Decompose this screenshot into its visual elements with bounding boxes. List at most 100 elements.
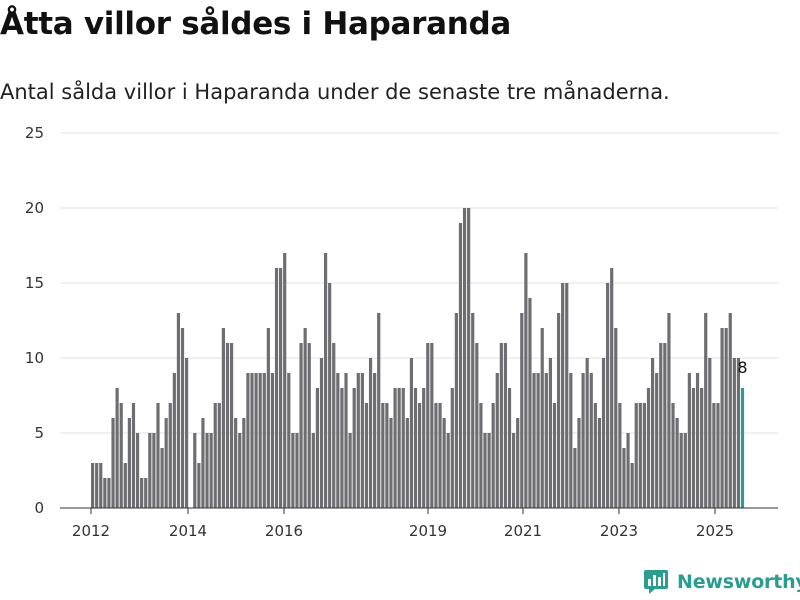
- brand: Newsworthy: [644, 570, 800, 594]
- bar: [144, 478, 147, 508]
- bar: [520, 313, 523, 508]
- x-tick-label: 2023: [600, 522, 638, 540]
- bar: [222, 328, 225, 508]
- bar: [402, 388, 405, 508]
- bar: [708, 358, 711, 508]
- bar: [455, 313, 458, 508]
- bar: [537, 373, 540, 508]
- bar: [287, 373, 290, 508]
- bar: [443, 418, 446, 508]
- bar: [173, 373, 176, 508]
- bar: [275, 268, 278, 508]
- x-tick-label: 2014: [169, 522, 207, 540]
- bar: [132, 403, 135, 508]
- bar: [430, 343, 433, 508]
- bar: [671, 403, 674, 508]
- bar: [467, 208, 470, 508]
- bar: [156, 403, 159, 508]
- bar: [324, 253, 327, 508]
- bar: [336, 373, 339, 508]
- bar: [349, 433, 352, 508]
- y-tick-label: 15: [25, 274, 44, 292]
- bar: [234, 418, 237, 508]
- bar: [459, 223, 462, 508]
- bar: [304, 328, 307, 508]
- bar: [410, 358, 413, 508]
- bar: [577, 418, 580, 508]
- bar: [398, 388, 401, 508]
- bar: [434, 403, 437, 508]
- bar: [447, 433, 450, 508]
- bar: [667, 313, 670, 508]
- bar: [283, 253, 286, 508]
- bar: [569, 373, 572, 508]
- bar: [124, 463, 127, 508]
- bar: [639, 403, 642, 508]
- bar: [340, 388, 343, 508]
- bar: [193, 433, 196, 508]
- bar: [312, 433, 315, 508]
- bar: [246, 373, 249, 508]
- bar: [483, 433, 486, 508]
- bar: [242, 418, 245, 508]
- highlight-data-label: 8: [737, 358, 747, 377]
- bar: [512, 433, 515, 508]
- newsworthy-logo-icon: [644, 570, 668, 594]
- bar: [230, 343, 233, 508]
- bar: [271, 373, 274, 508]
- x-tick-label: 2012: [72, 522, 110, 540]
- bar: [107, 478, 110, 508]
- bar: [377, 313, 380, 508]
- bar: [279, 268, 282, 508]
- x-tick-label: 2021: [504, 522, 542, 540]
- bar: [492, 403, 495, 508]
- bar: [618, 403, 621, 508]
- brand-name: Newsworthy: [677, 571, 800, 593]
- bar: [381, 403, 384, 508]
- bar: [99, 463, 102, 508]
- bar: [418, 403, 421, 508]
- bar: [291, 433, 294, 508]
- bar: [299, 343, 302, 508]
- x-tick-label: 2019: [409, 522, 447, 540]
- x-tick-label: 2016: [265, 522, 303, 540]
- bar: [716, 403, 719, 508]
- bar: [259, 373, 262, 508]
- bar: [643, 403, 646, 508]
- bar: [487, 433, 490, 508]
- bar: [320, 358, 323, 508]
- bar: [496, 373, 499, 508]
- bar: [393, 388, 396, 508]
- bar: [353, 388, 356, 508]
- bar: [136, 433, 139, 508]
- bar: [128, 418, 131, 508]
- bar: [369, 358, 372, 508]
- bar: [561, 283, 564, 508]
- bar: [255, 373, 258, 508]
- bar: [700, 388, 703, 508]
- bar: [238, 433, 241, 508]
- bar: [181, 328, 184, 508]
- bar: [463, 208, 466, 508]
- bar: [185, 358, 188, 508]
- bar: [103, 478, 106, 508]
- bar: [316, 388, 319, 508]
- bar: [475, 343, 478, 508]
- bar: [451, 388, 454, 508]
- bar: [308, 343, 311, 508]
- bar: [218, 403, 221, 508]
- bar: [365, 403, 368, 508]
- y-tick-label: 10: [25, 349, 44, 367]
- bar: [160, 448, 163, 508]
- bar: [426, 343, 429, 508]
- bar: [725, 328, 728, 508]
- bar: [704, 313, 707, 508]
- chart-title: Åtta villor såldes i Haparanda: [0, 6, 511, 42]
- bar: [148, 433, 151, 508]
- bar: [524, 253, 527, 508]
- x-tick-label: 2025: [696, 522, 734, 540]
- y-tick-label: 0: [34, 499, 44, 517]
- bar: [201, 418, 204, 508]
- bar: [729, 313, 732, 508]
- bar: [720, 328, 723, 508]
